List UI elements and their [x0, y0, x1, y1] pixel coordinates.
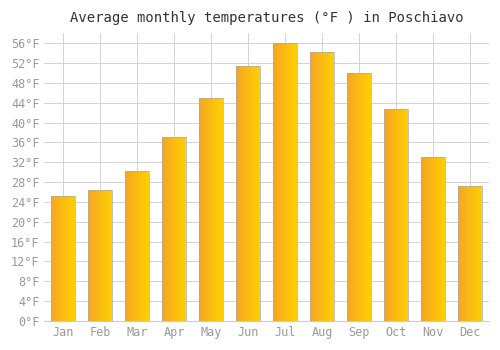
Bar [458, 186, 482, 321]
Bar [125, 171, 149, 321]
Bar [273, 43, 297, 321]
Bar [384, 108, 408, 321]
Title: Average monthly temperatures (°F ) in Poschiavo: Average monthly temperatures (°F ) in Po… [70, 11, 464, 25]
Bar [422, 157, 446, 321]
Bar [347, 73, 372, 321]
Bar [51, 196, 75, 321]
Bar [236, 66, 260, 321]
Bar [199, 98, 223, 321]
Bar [88, 190, 112, 321]
Bar [162, 138, 186, 321]
Bar [310, 51, 334, 321]
